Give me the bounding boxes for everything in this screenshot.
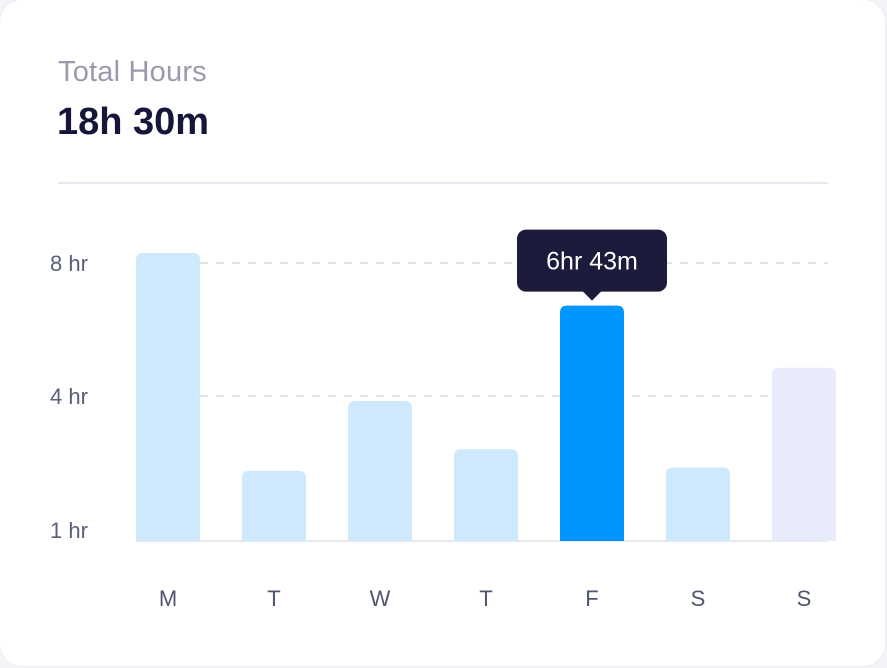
bars-layer <box>136 253 836 541</box>
y-tick-label: 8 hr <box>50 251 88 276</box>
tooltip-box <box>517 229 667 292</box>
y-tick-label: 4 hr <box>50 384 88 409</box>
bar-2[interactable] <box>348 400 412 541</box>
bar-3[interactable] <box>454 449 518 541</box>
y-tick-label: 1 hr <box>50 518 88 543</box>
tooltip-text: 6hr 43m <box>546 248 638 276</box>
day-label: F <box>585 586 598 611</box>
bar-1[interactable] <box>242 470 306 541</box>
day-label: T <box>267 586 280 611</box>
card-title: Total Hours <box>58 56 207 88</box>
tooltip-pointer <box>582 290 602 301</box>
day-label: M <box>159 586 177 611</box>
total-hours-value: 18h 30m <box>57 101 210 143</box>
bar-0[interactable] <box>136 253 200 541</box>
bar-6[interactable] <box>772 367 836 541</box>
labels-layer: 1 hr 4 hr 8 hr M T W T F S S <box>50 251 811 611</box>
day-label: S <box>691 586 706 611</box>
day-label: W <box>370 586 391 611</box>
day-label: T <box>479 586 492 611</box>
tooltip-layer: 6hr 43m <box>517 229 667 301</box>
day-label: S <box>797 586 812 611</box>
header-divider <box>58 182 828 184</box>
bar-5[interactable] <box>666 467 730 541</box>
bar-4[interactable] <box>560 305 624 541</box>
